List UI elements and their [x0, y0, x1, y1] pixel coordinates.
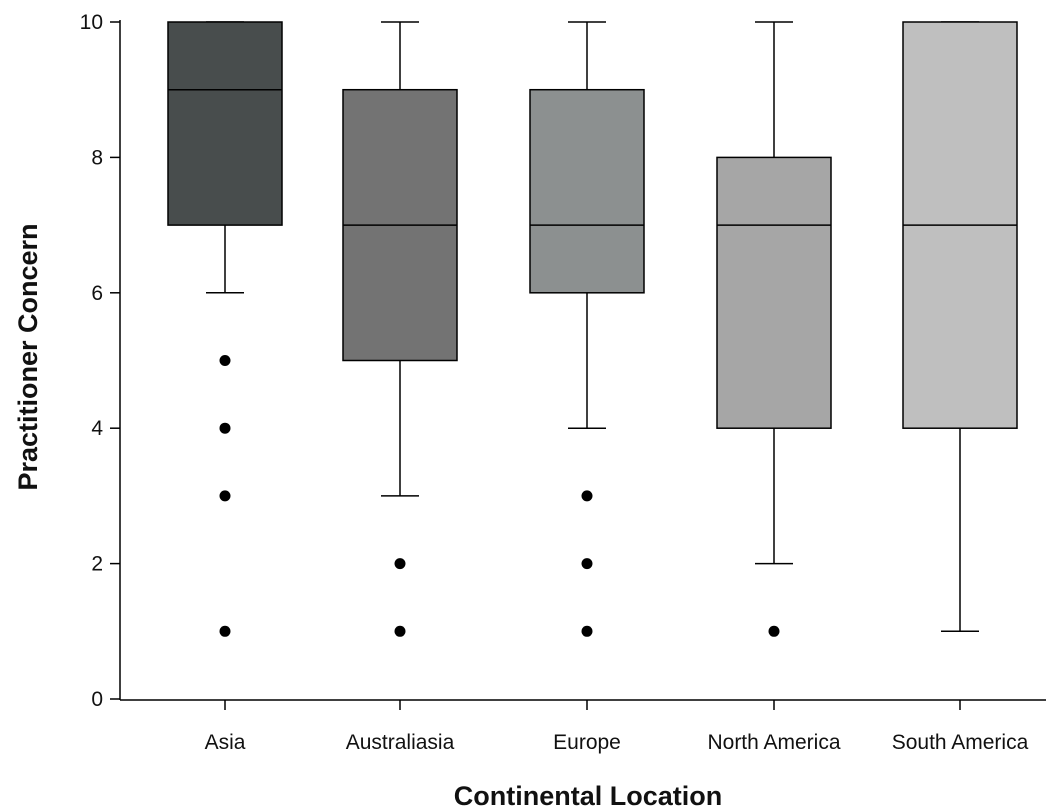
x-tick-label: North America — [707, 731, 840, 754]
x-tick-label: South America — [892, 731, 1029, 754]
outlier-point — [219, 355, 231, 366]
iqr-box — [529, 88, 645, 294]
y-tick-label: 4 — [91, 417, 103, 440]
x-axis: Asia Australiasia Europe North America South… — [120, 699, 1046, 754]
boxes — [167, 21, 1018, 637]
outlier-point — [219, 625, 231, 637]
box-group-north-america — [716, 21, 832, 637]
outlier-point — [219, 490, 231, 502]
x-tick-label: Europe — [553, 731, 621, 754]
y-axis: 0 2 4 6 8 10 — [80, 11, 121, 711]
outlier-point — [581, 490, 593, 502]
y-tick-label: 10 — [80, 11, 103, 34]
iqr-box — [167, 21, 283, 226]
y-axis-title: Practitioner Concern — [13, 223, 43, 490]
x-axis-title: Continental Location — [454, 781, 722, 811]
outlier-point — [394, 558, 406, 570]
box-group-australiasia — [342, 21, 458, 637]
x-tick-label: Asia — [205, 731, 246, 754]
box-group-europe — [529, 21, 645, 637]
outlier-point — [581, 625, 593, 637]
outlier-point — [394, 625, 406, 637]
x-ticks: Asia Australiasia Europe North America South… — [205, 700, 1029, 754]
y-tick-label: 6 — [91, 282, 103, 305]
box-group-south-america — [902, 21, 1018, 633]
y-tick-label: 0 — [91, 688, 103, 711]
iqr-box — [716, 156, 832, 429]
outlier-point — [219, 422, 231, 434]
y-tick-label: 8 — [91, 146, 103, 169]
y-tick-label: 2 — [91, 553, 103, 576]
y-ticks: 0 2 4 6 8 10 — [80, 11, 120, 711]
outlier-point — [581, 558, 593, 570]
outlier-point — [768, 625, 780, 637]
box-group-asia — [167, 21, 283, 637]
x-tick-label: Australiasia — [346, 731, 455, 754]
